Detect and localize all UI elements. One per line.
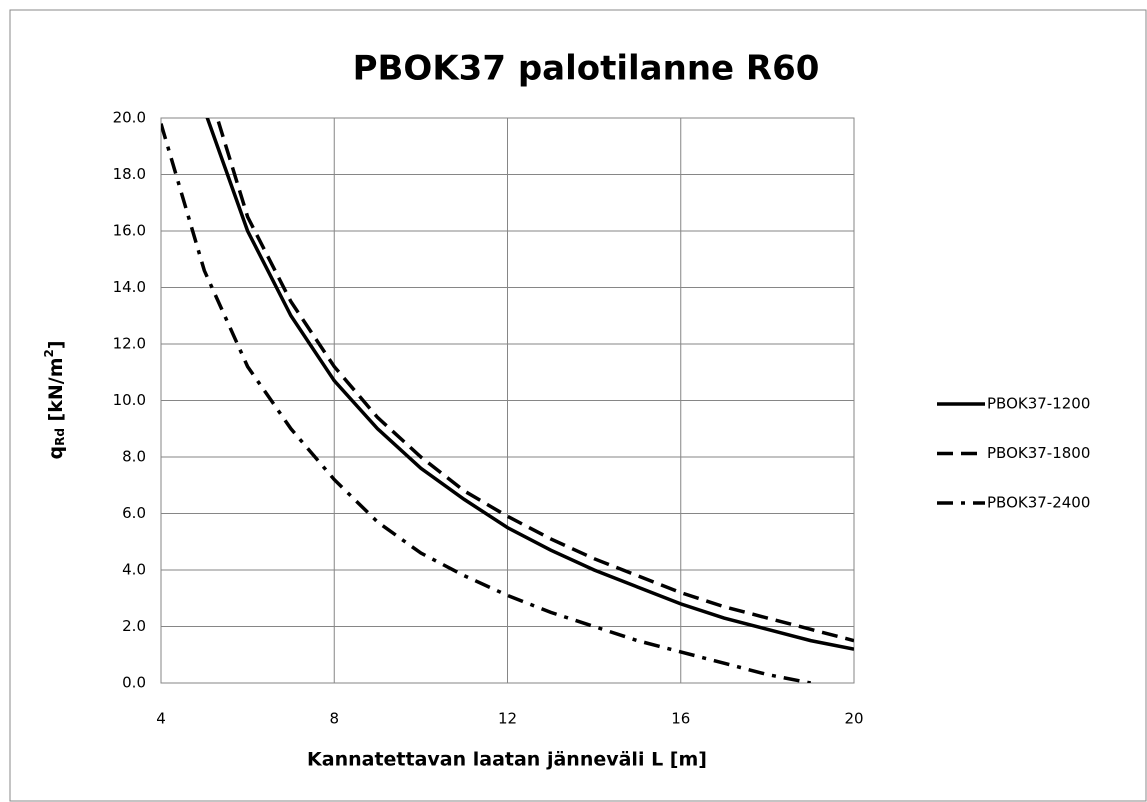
x-axis-label: Kannatettavan laatan jänneväli L [m] [307,749,707,771]
chart-title: PBOK37 palotilanne R60 [353,49,820,89]
legend-label: PBOK37-1200 [987,395,1090,413]
x-tick-label: 16 [671,710,690,728]
x-tick-label: 20 [844,710,863,728]
plot-border [160,117,855,684]
x-tick-label: 12 [498,710,517,728]
y-tick-label: 14.0 [113,278,146,296]
y-tick-label: 16.0 [113,222,146,240]
y-tick-label: 0.0 [122,674,146,692]
y-tick-label: 12.0 [113,335,146,353]
y-tick-label: 10.0 [113,391,146,409]
x-tick-label: 4 [156,710,166,728]
y-tick-label: 6.0 [122,504,146,522]
series-line [205,118,854,651]
legend-label: PBOK37-2400 [987,494,1090,512]
y-tick-label: 18.0 [113,165,146,183]
series-line [161,123,812,683]
y-tick-label: 4.0 [122,561,146,579]
x-tick-label: 8 [329,710,339,728]
legend-label: PBOK37-1800 [987,444,1090,462]
y-tick-label: 20.0 [113,109,146,127]
plot-lines [161,118,854,683]
y-tick-label: 2.0 [122,617,146,635]
y-tick-label: 8.0 [122,448,146,466]
y-axis-label: qRd [kN/m2] [42,340,67,459]
series-line [215,118,854,643]
